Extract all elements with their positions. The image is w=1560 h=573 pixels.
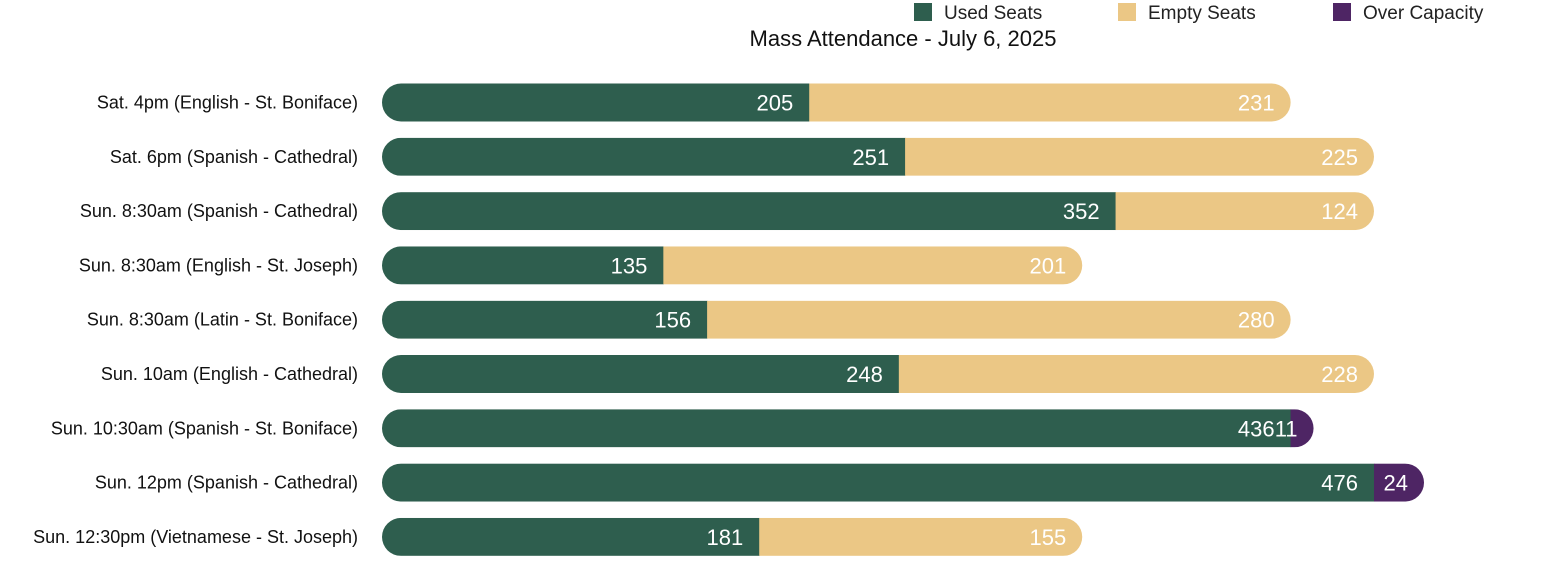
data-label: 181 — [706, 525, 743, 550]
data-label: 24 — [1384, 471, 1408, 496]
data-label: 248 — [846, 362, 883, 387]
bar-segment-empty-seats — [707, 300, 1291, 339]
legend-label-over-capacity: Over Capacity — [1363, 3, 1484, 24]
category-label: Sun. 8:30am (English - St. Joseph) — [79, 255, 358, 275]
bar-segment-used-seats — [382, 355, 900, 393]
data-label: 228 — [1321, 362, 1358, 387]
data-label: 11 — [1275, 416, 1298, 441]
data-label: 124 — [1321, 199, 1358, 224]
bar-row-5: 156 280 — [382, 300, 1291, 339]
bar-segment-empty-seats — [663, 246, 1083, 285]
bar-row-9: 181 155 — [382, 517, 1083, 556]
legend-label-used-seats: Used Seats — [944, 3, 1042, 24]
data-label: 155 — [1030, 525, 1067, 550]
category-label: Sun. 12pm (Spanish - Cathedral) — [95, 473, 358, 493]
bar-segment-used-seats — [382, 83, 810, 122]
legend-item-empty-seats: Empty Seats — [1118, 3, 1256, 24]
chart-legend: Used Seats Empty Seats Over Capacity — [914, 3, 1484, 24]
bar-segment-used-seats — [382, 137, 906, 176]
bar-segment-over-capacity — [1290, 409, 1314, 448]
chart-title: Mass Attendance - July 6, 2025 — [750, 26, 1057, 51]
bar-segment-used-seats — [382, 517, 760, 556]
bar-row-2: 251 225 — [382, 137, 1374, 176]
bar-row-3: 352 124 — [382, 192, 1374, 231]
bar-segment-used-seats — [382, 463, 1375, 502]
category-label: Sun. 10am (English - Cathedral) — [101, 364, 358, 384]
bar-segment-used-seats — [382, 192, 1117, 231]
bar-segment-empty-seats — [905, 137, 1374, 176]
legend-swatch-over-capacity — [1333, 3, 1351, 21]
legend-item-used-seats: Used Seats — [914, 3, 1042, 24]
bar-segment-empty-seats — [1115, 192, 1374, 231]
data-label: 280 — [1238, 308, 1275, 333]
bar-segment-empty-seats — [759, 517, 1083, 556]
category-label: Sat. 4pm (English - St. Boniface) — [97, 93, 358, 113]
bar-segment-over-capacity — [1373, 463, 1424, 502]
bar-row-4: 135 201 — [382, 246, 1083, 285]
bar-segment-used-seats — [382, 300, 708, 339]
category-labels: Sat. 4pm (English - St. Boniface) Sat. 6p… — [33, 93, 358, 547]
legend-swatch-empty-seats — [1118, 3, 1136, 21]
data-label: 205 — [757, 91, 794, 116]
bar-segment-empty-seats — [898, 355, 1374, 393]
data-label: 251 — [852, 145, 889, 170]
category-label: Sat. 6pm (Spanish - Cathedral) — [110, 147, 358, 167]
data-label: 201 — [1030, 253, 1067, 278]
legend-label-empty-seats: Empty Seats — [1148, 3, 1256, 24]
data-label: 231 — [1238, 91, 1275, 116]
bar-segment-empty-seats — [809, 83, 1291, 122]
data-label: 225 — [1321, 145, 1358, 170]
bar-segment-used-seats — [382, 409, 1292, 448]
data-label: 436 — [1238, 416, 1275, 441]
legend-item-over-capacity: Over Capacity — [1333, 3, 1484, 24]
data-label: 156 — [654, 308, 691, 333]
category-label: Sun. 12:30pm (Vietnamese - St. Joseph) — [33, 527, 358, 547]
bar-row-6: 248 228 — [382, 355, 1374, 393]
bar-row-1: 205 231 — [382, 83, 1291, 122]
category-label: Sun. 8:30am (Latin - St. Boniface) — [87, 310, 358, 330]
bar-row-7: 436 11 — [382, 409, 1314, 448]
data-label: 135 — [611, 253, 648, 278]
category-label: Sun. 8:30am (Spanish - Cathedral) — [80, 201, 358, 221]
data-label: 352 — [1063, 199, 1100, 224]
bar-row-8: 476 24 — [382, 463, 1424, 502]
category-label: Sun. 10:30am (Spanish - St. Boniface) — [51, 418, 358, 438]
legend-swatch-used-seats — [914, 3, 932, 21]
data-label: 476 — [1321, 471, 1358, 496]
bar-segment-used-seats — [382, 246, 664, 285]
